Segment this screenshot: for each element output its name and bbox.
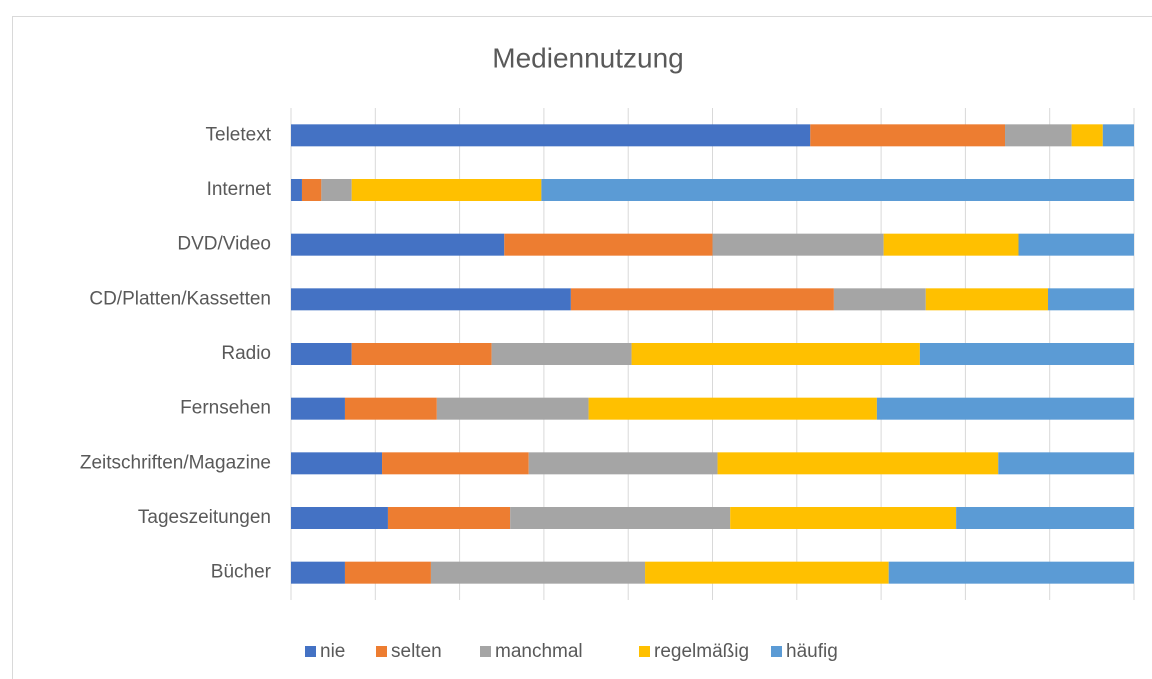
- bar-segment: [387, 507, 511, 529]
- bar-segment: [351, 343, 492, 365]
- legend-label: manchmal: [495, 641, 583, 662]
- legend-label: nie: [320, 641, 345, 662]
- bar-segment: [570, 288, 834, 311]
- bar-segment: [436, 397, 589, 420]
- bar-segment: [919, 343, 1134, 365]
- bar-segment: [491, 343, 632, 365]
- bar-segment: [291, 288, 571, 311]
- y-tick-label: CD/Platten/Kassetten: [89, 288, 271, 309]
- y-tick-label: Tageszeitungen: [138, 507, 271, 528]
- bar-segment: [631, 343, 920, 365]
- bar-segment: [528, 452, 718, 475]
- bar-segment: [541, 179, 1134, 201]
- bar-segment: [925, 288, 1049, 311]
- legend-swatch: [771, 646, 782, 657]
- bar-segment: [291, 397, 345, 420]
- bar-segment: [883, 233, 1019, 256]
- bar-segment: [810, 124, 1006, 147]
- bar-segment: [291, 179, 302, 201]
- y-tick-label: Zeitschriften/Magazine: [80, 452, 271, 473]
- y-tick-label: Teletext: [206, 124, 272, 145]
- bar-segment: [998, 452, 1134, 475]
- legend-label: häufig: [786, 641, 838, 662]
- bar-segment: [588, 397, 877, 420]
- bar-segment: [301, 179, 322, 201]
- bar-segment: [645, 561, 889, 584]
- bar-segment: [344, 397, 437, 420]
- bar-segment: [291, 452, 383, 475]
- bar-segment: [888, 561, 1134, 584]
- bar-segment: [956, 507, 1134, 529]
- legend-swatch: [376, 646, 387, 657]
- legend-swatch: [480, 646, 491, 657]
- bar-segment: [291, 343, 352, 365]
- bar-segment: [712, 233, 884, 256]
- bar-segment: [382, 452, 529, 475]
- bar-segment: [1102, 124, 1134, 147]
- y-tick-label: Fernsehen: [180, 398, 271, 419]
- bar-segment: [876, 397, 1134, 420]
- bar-segment: [1018, 233, 1134, 256]
- chart-title: Mediennutzung: [492, 42, 683, 73]
- bar-segment: [1071, 124, 1103, 147]
- bar-segment: [717, 452, 999, 475]
- bar-segment: [730, 507, 957, 529]
- y-tick-label: Bücher: [211, 562, 272, 583]
- bar-segment: [344, 561, 431, 584]
- legend-swatch: [305, 646, 316, 657]
- y-tick-label: DVD/Video: [177, 234, 271, 255]
- legend-swatch: [639, 646, 650, 657]
- y-tick-label: Internet: [207, 179, 272, 200]
- bar-segment: [351, 179, 542, 201]
- bar-segment: [504, 233, 713, 256]
- legend-label: regelmäßig: [654, 641, 749, 662]
- bar-segment: [291, 233, 505, 256]
- bar-segment: [833, 288, 926, 311]
- bar-segment: [291, 561, 345, 584]
- y-tick-label: Radio: [221, 343, 271, 364]
- legend-label: selten: [391, 641, 442, 662]
- bar-segment: [291, 507, 388, 529]
- bar-segment: [510, 507, 731, 529]
- bar-segment: [1005, 124, 1072, 147]
- bar-segment: [1048, 288, 1134, 311]
- bar-segment: [430, 561, 646, 584]
- bar-segment: [321, 179, 352, 201]
- bar-segment: [291, 124, 811, 147]
